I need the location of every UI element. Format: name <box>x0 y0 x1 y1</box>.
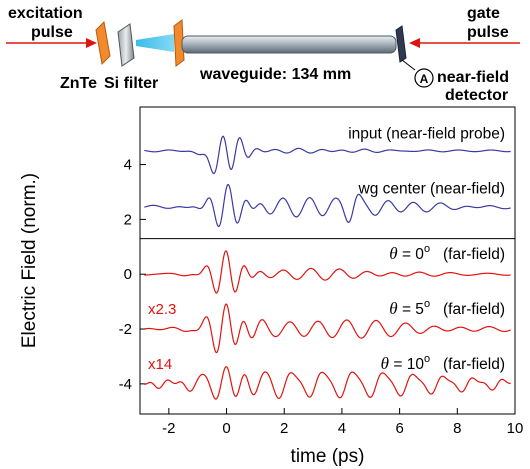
trace-label-far10: θ = 10o (far-field) <box>381 353 505 373</box>
gate-arrow-icon <box>409 38 420 48</box>
axis-ticks: -2 0 2 4 6 8 10 4 2 0 -2 -4 <box>119 157 524 437</box>
x-tick-label: 8 <box>453 420 461 437</box>
x-tick-label: 4 <box>338 420 346 437</box>
si-filter <box>117 23 135 67</box>
multiplier-label: x14 <box>148 356 172 373</box>
si-filter-label: Si filter <box>104 75 158 92</box>
coupling-plate <box>173 19 185 67</box>
y-tick-label: 4 <box>124 157 132 174</box>
detector-label-line2: detector <box>445 87 508 104</box>
trace-label-far0: θ = 0o (far-field) <box>389 243 505 263</box>
plot-frame <box>139 106 516 415</box>
x-tick-label: 10 <box>507 420 524 437</box>
thz-beam <box>136 34 174 52</box>
trace-label-input: input (near-field probe) <box>348 126 505 143</box>
y-tick-label: -2 <box>119 321 132 338</box>
schematic: excitation pulse ZnTe Si filter waveguid… <box>6 5 520 104</box>
x-tick-label: 6 <box>395 420 403 437</box>
trace-label-center: wg center (near-field) <box>358 180 505 197</box>
trace-far10 <box>144 366 511 400</box>
excitation-label-line1: excitation <box>8 5 83 22</box>
gate-label-line1: gate <box>467 5 500 22</box>
y-axis-label: Electric Field (norm.) <box>19 173 40 348</box>
ammeter-badge: A <box>420 72 429 86</box>
detector-block <box>395 25 407 63</box>
excitation-arrow-icon <box>86 38 97 48</box>
x-tick-label: -2 <box>162 420 175 437</box>
x-tick-label: 0 <box>222 420 230 437</box>
ammeter-icon <box>414 68 434 88</box>
trace-far5 <box>144 303 511 354</box>
detector-label-line1: near-field <box>437 69 509 86</box>
x-axis-label: time (ps) <box>291 446 365 467</box>
waveguide-label: waveguide: 134 mm <box>199 66 351 83</box>
multiplier-label: x2.3 <box>148 301 176 318</box>
trace-center <box>144 183 511 228</box>
trace-input <box>144 135 511 175</box>
detector-lead <box>401 59 416 71</box>
trace-label-far5: θ = 5o (far-field) <box>389 298 505 318</box>
gate-label-line2: pulse <box>467 24 509 41</box>
excitation-label-line2: pulse <box>31 24 73 41</box>
znte-crystal <box>95 20 111 66</box>
trace-labels: input (near-field probe) wg center (near-… <box>148 126 505 373</box>
y-tick-label: 0 <box>124 266 132 283</box>
x-tick-label: 2 <box>280 420 288 437</box>
y-tick-label: 2 <box>124 211 132 228</box>
trace-far0 <box>144 250 511 294</box>
traces <box>144 135 511 400</box>
y-tick-label: -4 <box>119 376 132 393</box>
znte-label: ZnTe <box>60 75 97 92</box>
waveguide <box>181 35 397 54</box>
waveform-plot: -2 0 2 4 6 8 10 4 2 0 -2 -4 input (near-field probe… <box>19 106 524 467</box>
